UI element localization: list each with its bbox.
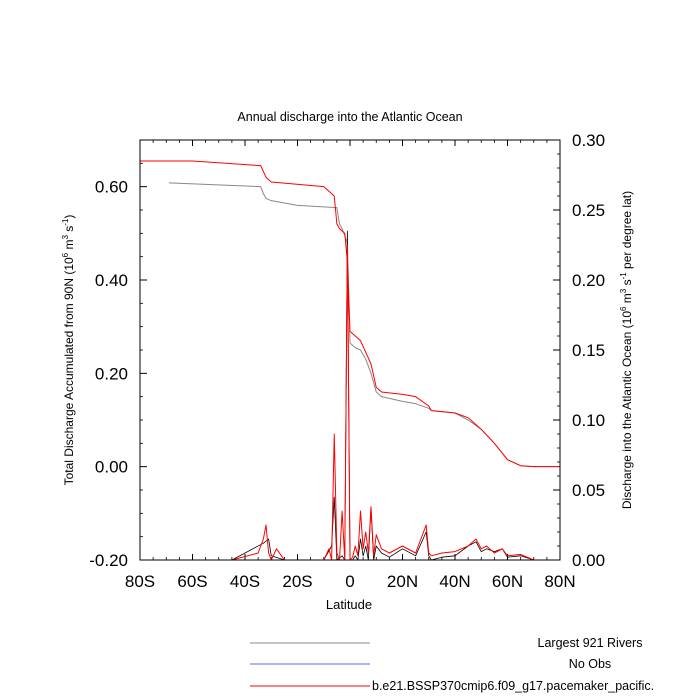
plot-frame xyxy=(139,139,561,561)
y-right-tick-label: 0.05 xyxy=(572,481,605,500)
x-tick-label: 20S xyxy=(282,572,312,591)
x-axis-label: Latitude xyxy=(326,597,372,612)
y-right-tick-label: 0.25 xyxy=(572,201,605,220)
y-axis-right-label: Discharge into the Atlantic Ocean (106 m… xyxy=(619,191,634,509)
legend-label-no-obs: No Obs xyxy=(569,657,611,671)
legend-label-rivers: Largest 921 Rivers xyxy=(538,636,643,650)
legend-label-model: b.e21.BSSP370cmip6.f09_g17.pacemaker_pac… xyxy=(372,679,654,693)
x-tick-label: 80S xyxy=(125,572,155,591)
x-tick-label: 40N xyxy=(439,572,470,591)
x-tick-label: 80N xyxy=(544,572,575,591)
x-tick-label: 20N xyxy=(387,572,418,591)
chart-title: Annual discharge into the Atlantic Ocean xyxy=(237,110,462,124)
x-tick-label: 40S xyxy=(230,572,260,591)
y-left-tick-label: 0.60 xyxy=(95,178,128,197)
legend: Largest 921 Rivers No Obs b.e21.BSSP370c… xyxy=(250,636,654,693)
series-layer xyxy=(140,160,560,561)
y-axis-left-label: Total Discharge Accumulated from 90N (10… xyxy=(61,215,76,486)
series-line-right-4 xyxy=(140,244,560,561)
y-right-tick-label: 0.10 xyxy=(572,411,605,430)
x-tick-label: 0 xyxy=(345,572,354,591)
y-left-tick-label: 0.20 xyxy=(95,364,128,383)
y-left-tick-label: 0.40 xyxy=(95,271,128,290)
y-right-tick-label: 0.00 xyxy=(572,551,605,570)
x-tick-label: 60N xyxy=(492,572,523,591)
y-right-tick-label: 0.30 xyxy=(572,131,605,150)
y-left-tick-label: -0.20 xyxy=(89,551,128,570)
series-line-left-2 xyxy=(140,160,560,468)
y-right-tick-label: 0.15 xyxy=(572,341,605,360)
y-right-tick-label: 0.20 xyxy=(572,271,605,290)
y-left-tick-label: 0.00 xyxy=(95,458,128,477)
x-tick-label: 60S xyxy=(177,572,207,591)
